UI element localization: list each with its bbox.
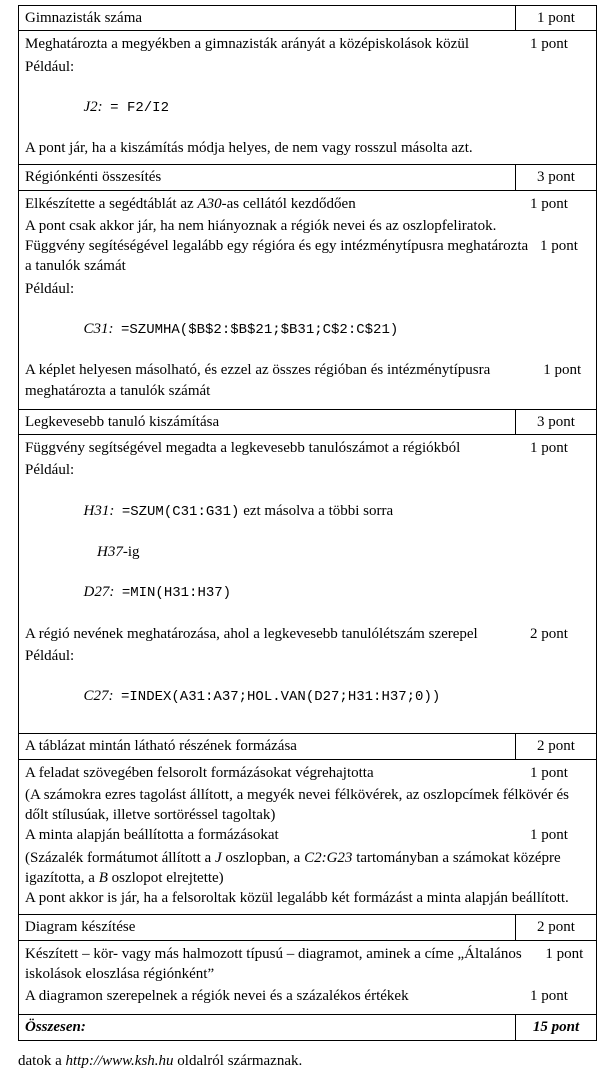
example-label: Például: [25, 646, 590, 666]
formula-cell-ref: J2: [84, 99, 103, 115]
criterion-points: 1 pont [530, 763, 590, 783]
criterion-text: Függvény segítségével megadta a legkeves… [25, 438, 530, 458]
section-title: Diagram készítése [19, 915, 515, 939]
range-ref: C2:G23 [304, 850, 352, 866]
note-text: oszlopot elrejtette) [108, 870, 224, 886]
section-points: 3 pont [515, 410, 596, 434]
criterion-points: 2 pont [530, 624, 590, 644]
column-ref: J [215, 850, 222, 866]
criterion-note: A pont jár, ha a kiszámítás módja helyes… [25, 138, 590, 158]
criterion-text: Meghatározta a megyékben a gimnazisták a… [25, 34, 530, 54]
note-text: oszlopban, a [222, 850, 304, 866]
criterion-note: (A számokra ezres tagolást állított, a m… [25, 785, 590, 826]
criterion-text-post: ” [207, 966, 214, 982]
section-title: Gimnazisták száma [19, 6, 515, 30]
section-header-gimnazistak: Gimnazisták száma 1 pont [18, 5, 597, 31]
footnote: datok a http://www.ksh.hu oldalról szárm… [18, 1051, 597, 1071]
section-points: 2 pont [515, 734, 596, 758]
formula-trailing-text: ezt másolva a többi sorra [239, 503, 393, 519]
column-ref: B [99, 870, 108, 886]
total-label: Összesen: [19, 1015, 515, 1039]
cell-reference: A30 [197, 196, 221, 212]
criterion-points: 1 pont [530, 986, 590, 1006]
criterion-text: A diagramon szerepelnek a régiók nevei é… [25, 986, 530, 1006]
section-body-formazas: A feladat szövegében felsorolt formázáso… [18, 759, 597, 916]
criterion-note: A pont csak akkor jár, ha nem hiányoznak… [25, 216, 590, 236]
formula-cell-ref: C31: [84, 321, 114, 337]
criterion-note: A pont akkor is jár, ha a felsoroltak kö… [25, 888, 590, 908]
criterion-note: (Százalék formátumot állított a J oszlop… [25, 848, 590, 889]
formula-code: = F2/I2 [110, 100, 169, 116]
section-points: 1 pont [515, 6, 596, 30]
formula: C31: =SZUMHA($B$2:$B$21;$B31;C$2:C$21) [61, 299, 590, 360]
subnote-suffix: -ig [123, 544, 140, 560]
formula: D27: =MIN(H31:H37) [61, 562, 590, 623]
section-title: Régiónkénti összesítés [19, 165, 515, 189]
criterion-points: 1 pont [530, 194, 590, 214]
criterion-points: 1 pont [545, 944, 590, 964]
section-title: Legkevesebb tanuló kiszámítása [19, 410, 515, 434]
criterion-text: Készített – kör- vagy más halmozott típu… [25, 944, 545, 985]
footnote-pre: datok a [18, 1053, 65, 1069]
criterion-points: 1 pont [530, 438, 590, 458]
example-label: Például: [25, 279, 590, 299]
criterion-text: A régió nevének meghatározása, ahol a le… [25, 624, 530, 644]
formula-code: =MIN(H31:H37) [122, 585, 231, 601]
section-header-formazas: A táblázat mintán látható részének formá… [18, 733, 597, 759]
formula-code: =SZUM(C31:G31) [122, 504, 240, 520]
criterion-points: 1 pont [530, 34, 590, 54]
criterion-text-pre: Elkészítette a segédtáblát az [25, 196, 197, 212]
section-title: A táblázat mintán látható részének formá… [19, 734, 515, 758]
footnote-url: http://www.ksh.hu [65, 1053, 173, 1069]
section-header-legkevesebb: Legkevesebb tanuló kiszámítása 3 pont [18, 409, 597, 435]
criterion-text: A feladat szövegében felsorolt formázáso… [25, 763, 530, 783]
criterion-text: A minta alapján beállította a formázások… [25, 825, 530, 845]
formula: C27: =INDEX(A31:A37;HOL.VAN(D27;H31:H37;… [61, 666, 590, 727]
section-body-regiokenti: Elkészítette a segédtáblát az A30-as cel… [18, 190, 597, 410]
section-points: 3 pont [515, 165, 596, 189]
formula-cell-ref: D27: [84, 584, 115, 600]
formula: J2: = F2/I2 [61, 77, 590, 138]
section-body-diagram: Készített – kör- vagy más halmozott típu… [18, 940, 597, 1016]
section-body-gimnazistak: Meghatározta a megyékben a gimnazisták a… [18, 30, 597, 165]
section-header-total: Összesen: 15 pont [18, 1014, 597, 1040]
formula-code: =INDEX(A31:A37;HOL.VAN(D27;H31:H37;0)) [121, 689, 440, 705]
section-points: 2 pont [515, 915, 596, 939]
formula-subnote: H37-ig [97, 542, 590, 562]
section-header-regiokenti: Régiónkénti összesítés 3 pont [18, 164, 597, 190]
criterion-points: 1 pont [543, 360, 590, 380]
criterion-points: 1 pont [540, 236, 590, 256]
formula-cell-ref: H31: [84, 503, 115, 519]
example-label: Például: [25, 57, 590, 77]
criterion-text-pre: Készített – kör- vagy más halmozott típu… [25, 946, 464, 962]
cell-reference: H37 [97, 544, 123, 560]
example-label: Például: [25, 460, 590, 480]
criterion-text: A képlet helyesen másolható, és ezzel az… [25, 360, 543, 401]
formula-code: =SZUMHA($B$2:$B$21;$B31;C$2:C$21) [121, 322, 398, 338]
criterion-text: Elkészítette a segédtáblát az A30-as cel… [25, 194, 530, 214]
section-header-diagram: Diagram készítése 2 pont [18, 914, 597, 940]
note-text: (Százalék formátumot állított a [25, 850, 215, 866]
criterion-points: 1 pont [530, 825, 590, 845]
section-body-legkevesebb: Függvény segítségével megadta a legkeves… [18, 434, 597, 734]
criterion-text-post: -as cellától kezdődően [222, 196, 356, 212]
total-points: 15 pont [515, 1015, 596, 1039]
formula: H31: =SZUM(C31:G31) ezt másolva a többi … [61, 481, 590, 542]
formula-cell-ref: C27: [84, 688, 114, 704]
footnote-post: oldalról származnak. [174, 1053, 303, 1069]
criterion-text: Függvény segítéségével legalább egy régi… [25, 236, 540, 277]
